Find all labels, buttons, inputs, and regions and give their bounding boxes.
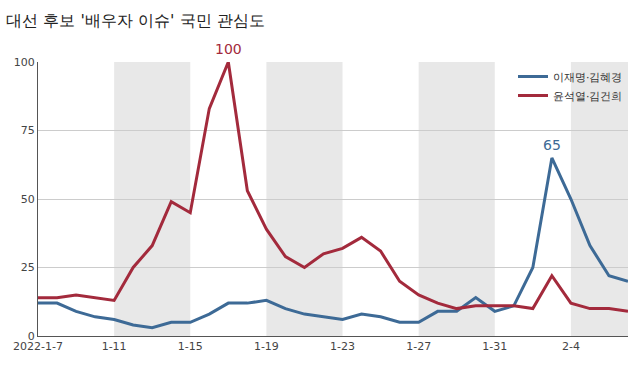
svg-text:1-27: 1-27 [406,340,431,353]
svg-text:대선 후보 '배우자 이슈' 국민 관심도: 대선 후보 '배우자 이슈' 국민 관심도 [6,11,264,30]
svg-text:1-11: 1-11 [102,340,127,353]
svg-text:2022-1-7: 2022-1-7 [13,340,63,353]
svg-text:65: 65 [543,137,561,153]
svg-text:1-19: 1-19 [254,340,279,353]
svg-text:100: 100 [14,56,35,69]
svg-text:100: 100 [215,41,242,57]
svg-text:1-31: 1-31 [482,340,507,353]
svg-text:윤석열·김건희: 윤석열·김건희 [553,90,623,103]
svg-text:75: 75 [21,124,35,137]
svg-text:2-4: 2-4 [562,340,580,353]
svg-text:1-15: 1-15 [178,340,203,353]
svg-text:50: 50 [21,193,35,206]
svg-text:1-23: 1-23 [330,340,355,353]
svg-text:25: 25 [21,261,35,274]
svg-text:이재명·김혜경: 이재명·김혜경 [553,71,623,84]
svg-text:0: 0 [28,330,35,343]
